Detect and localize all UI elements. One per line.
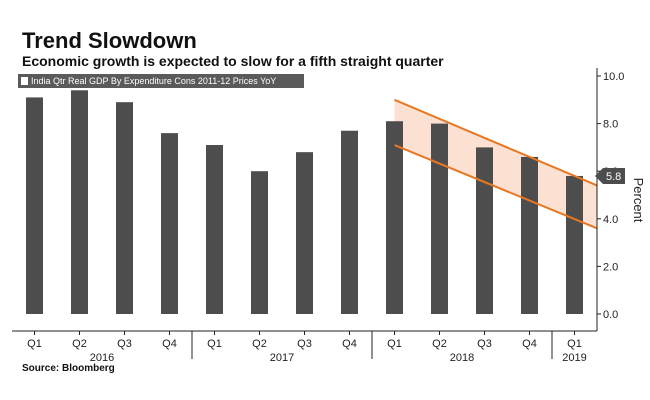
bar-2 xyxy=(116,102,133,315)
x-tick-label: Q1 xyxy=(387,338,402,350)
bar-12 xyxy=(566,175,583,314)
bar-9 xyxy=(431,123,448,314)
bar-6 xyxy=(296,152,313,314)
x-tick-label: Q1 xyxy=(27,338,42,350)
legend-label: India Qtr Real GDP By Expenditure Cons 2… xyxy=(31,76,276,86)
value-callout xyxy=(595,167,625,184)
trend-lower-line xyxy=(394,144,598,230)
y-tick-label: 10.0 xyxy=(603,71,624,83)
year-label: 2017 xyxy=(270,352,294,364)
x-tick-label: Q2 xyxy=(432,338,447,350)
source-note: Source: Bloomberg xyxy=(22,363,115,374)
bar-5 xyxy=(251,171,268,314)
x-tick-label: Q2 xyxy=(72,338,87,350)
x-tick-label: Q1 xyxy=(207,338,222,350)
chart-title: Trend Slowdown xyxy=(22,28,197,53)
bar-10 xyxy=(476,147,493,314)
y-tick-label: 0.0 xyxy=(603,309,618,321)
x-tick-label: Q2 xyxy=(252,338,267,350)
value-callout-label: 5.8 xyxy=(606,171,621,183)
y-tick-label: 8.0 xyxy=(603,119,618,131)
x-tick-label: Q4 xyxy=(162,338,177,350)
year-label: 2016 xyxy=(90,352,114,364)
x-tick-label: Q1 xyxy=(567,338,582,350)
legend-box xyxy=(18,74,304,88)
bar-4 xyxy=(206,145,223,314)
year-label: 2019 xyxy=(562,352,586,364)
x-tick-label: Q3 xyxy=(297,338,312,350)
year-label: 2018 xyxy=(450,352,474,364)
bar-3 xyxy=(161,133,178,314)
bar-1 xyxy=(71,90,88,314)
y-tick-label: 4.0 xyxy=(603,214,618,226)
y-axis-label: Percent xyxy=(631,178,646,223)
bar-8 xyxy=(386,121,403,314)
bar-7 xyxy=(341,130,358,314)
trend-upper-line xyxy=(394,98,598,187)
x-tick-label: Q3 xyxy=(477,338,492,350)
x-tick-label: Q4 xyxy=(342,338,357,350)
bar-11 xyxy=(521,156,538,314)
x-tick-label: Q4 xyxy=(522,338,537,350)
legend-swatch xyxy=(21,77,28,85)
x-tick-label: Q3 xyxy=(117,338,132,350)
chart-subtitle: Economic growth is expected to slow for … xyxy=(22,53,444,69)
bar-0 xyxy=(26,97,43,314)
y-tick-label: 2.0 xyxy=(603,261,618,273)
